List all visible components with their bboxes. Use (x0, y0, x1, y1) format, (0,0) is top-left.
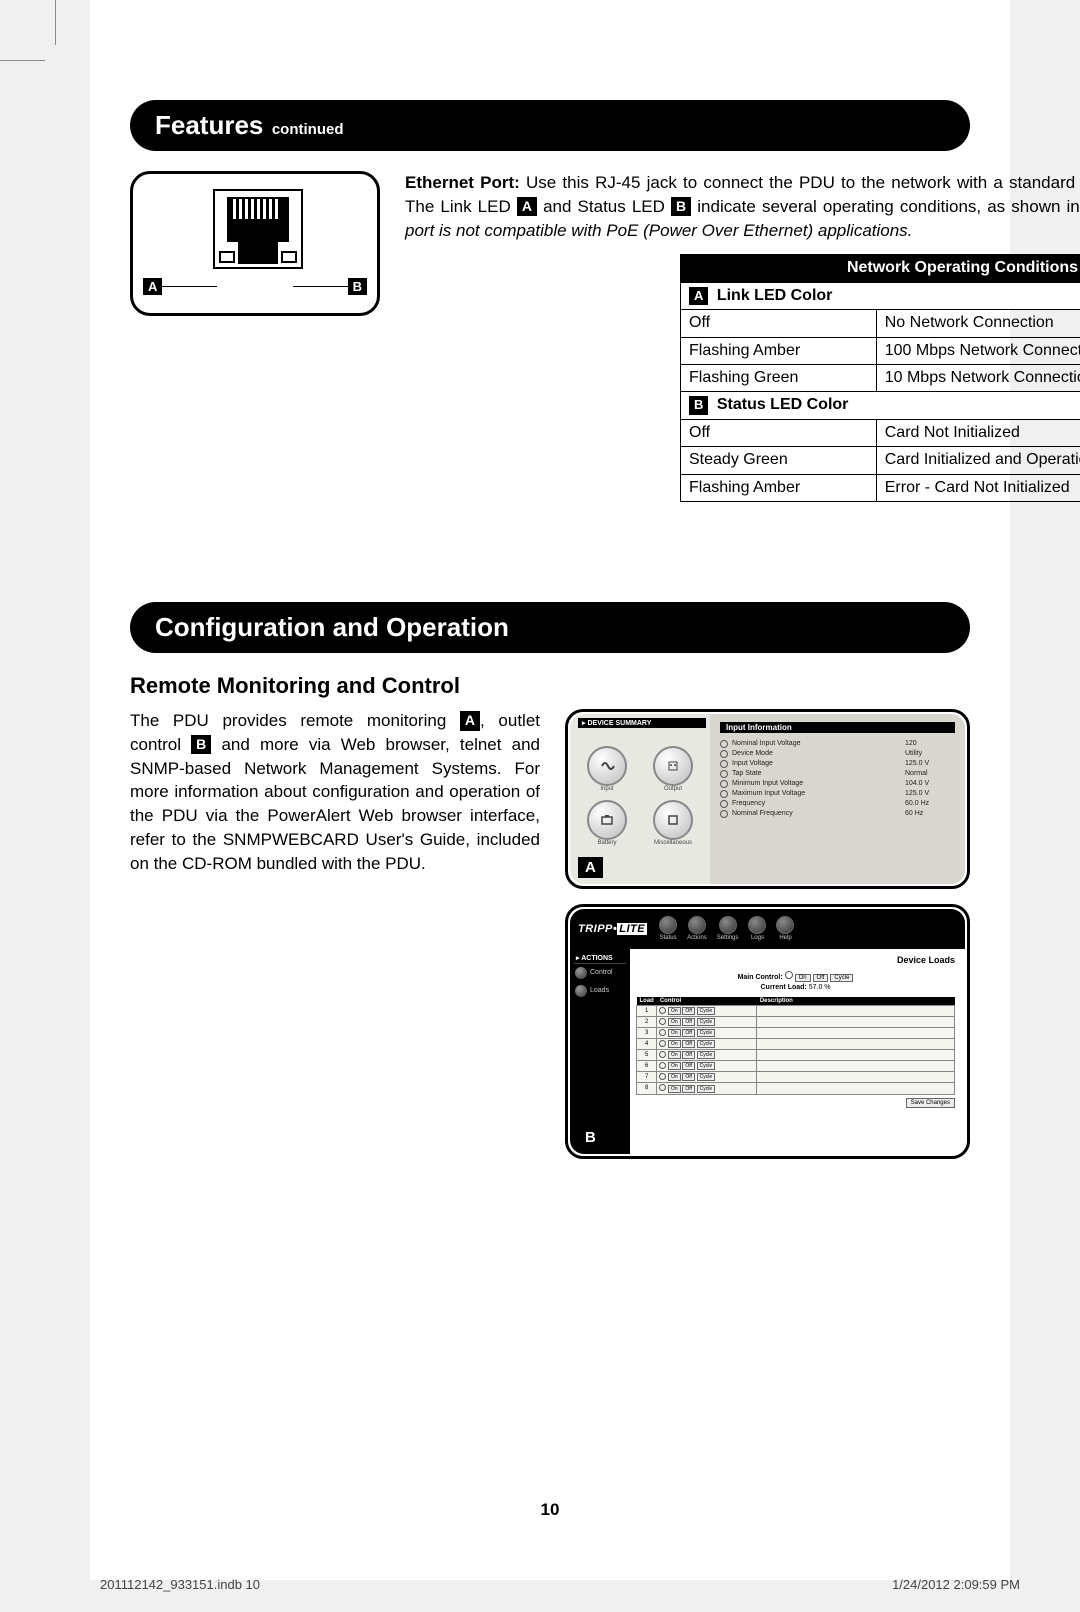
off-button[interactable]: Off (682, 1029, 695, 1037)
load-row: 5 On Off Cycle (637, 1050, 955, 1061)
info-row: Minimum Input Voltage104.0 V (720, 779, 955, 789)
badge-b-icon: B (191, 735, 211, 755)
cycle-button[interactable]: Cycle (697, 1051, 716, 1059)
nav-settings[interactable]: Settings (717, 916, 739, 941)
save-changes-button[interactable]: Save Changes (906, 1098, 955, 1108)
load-row: 4 On Off Cycle (637, 1039, 955, 1050)
table-row: Flashing Green10 Mbps Network Connection (681, 364, 1080, 391)
cycle-button[interactable]: Cycle (697, 1018, 716, 1026)
load-row: 1 On Off Cycle (637, 1005, 955, 1016)
on-button[interactable]: On (668, 1040, 681, 1048)
off-button[interactable]: Off (682, 1062, 695, 1070)
off-button[interactable]: Off (682, 1085, 695, 1093)
features-title: Features (155, 110, 263, 140)
nav-help[interactable]: Help (776, 916, 794, 941)
table-sub-link: A Link LED Color (681, 282, 1080, 309)
nav-actions[interactable]: Actions (687, 916, 707, 941)
screenshot-device-summary: ▸ DEVICE SUMMARY Input Output (565, 709, 970, 889)
off-button[interactable]: Off (682, 1018, 695, 1026)
misc-icon[interactable] (653, 800, 693, 840)
footer-left: 201112142_933151.indb 10 (100, 1577, 260, 1592)
cycle-button[interactable]: Cycle (697, 1085, 716, 1093)
port-label-a: A (143, 278, 162, 295)
on-button[interactable]: On (668, 1029, 681, 1037)
cycle-button[interactable]: Cycle (697, 1073, 716, 1081)
table-row: Flashing Amber100 Mbps Network Connectio… (681, 337, 1080, 364)
badge-a-icon: A (517, 197, 537, 217)
features-header: Features continued (130, 100, 970, 151)
badge-b-icon: B (671, 197, 691, 217)
config-header: Configuration and Operation (130, 602, 970, 653)
on-button[interactable]: On (795, 974, 811, 982)
off-button[interactable]: Off (682, 1007, 695, 1015)
on-button[interactable]: On (668, 1018, 681, 1026)
off-button[interactable]: Off (813, 974, 829, 982)
table-header: Network Operating Conditions (681, 255, 1080, 282)
on-button[interactable]: On (668, 1051, 681, 1059)
on-button[interactable]: On (668, 1007, 681, 1015)
screenshot-label-b: B (578, 1127, 603, 1148)
cycle-button[interactable]: Cycle (697, 1040, 716, 1048)
table-sub-status: B Status LED Color (681, 392, 1080, 419)
info-row: Tap StateNormal (720, 769, 955, 779)
info-row: Nominal Input Voltage120 (720, 739, 955, 749)
load-row: 2 On Off Cycle (637, 1016, 955, 1027)
device-summary-header: ▸ DEVICE SUMMARY (578, 718, 706, 728)
device-loads-title: Device Loads (636, 955, 955, 965)
load-row: 8 On Off Cycle (637, 1083, 955, 1094)
info-row: Maximum Input Voltage125.0 V (720, 789, 955, 799)
load-row: 3 On Off Cycle (637, 1028, 955, 1039)
ethernet-port-description: Ethernet Port: Use this RJ-45 jack to co… (405, 171, 1080, 502)
actions-sidebar-header: ▸ ACTIONS (574, 953, 626, 964)
info-row: Input Voltage125.0 V (720, 759, 955, 769)
output-icon[interactable] (653, 746, 693, 786)
cycle-button[interactable]: Cycle (697, 1007, 716, 1015)
on-button[interactable]: On (668, 1085, 681, 1093)
table-row: Steady GreenCard Initialized and Operati… (681, 447, 1080, 474)
screenshot-device-loads: TRIPP•LITE Status Actions Settings Logs Help… (565, 904, 970, 1159)
off-button[interactable]: Off (682, 1073, 695, 1081)
input-info-header: Input Information (720, 722, 955, 733)
ethernet-port-diagram: A B (130, 171, 380, 316)
subsection-title: Remote Monitoring and Control (130, 673, 970, 699)
info-row: Nominal Frequency60 Hz (720, 809, 955, 819)
page-number: 10 (90, 1500, 1010, 1520)
network-conditions-table: Network Operating Conditions A Link LED … (680, 254, 1080, 502)
port-label-b: B (348, 278, 367, 295)
loads-table: Load Control Description 1 On Off Cycle2… (636, 997, 955, 1095)
battery-icon[interactable] (587, 800, 627, 840)
main-control-row: Main Control: On Off Cycle (636, 971, 955, 982)
table-row: OffCard Not Initialized (681, 419, 1080, 446)
features-subtitle: continued (272, 121, 344, 138)
sidebar-item-loads[interactable]: Loads (574, 982, 626, 1000)
cycle-button[interactable]: Cycle (830, 974, 853, 982)
config-description: The PDU provides remote monitoring A, ou… (130, 709, 540, 1159)
info-row: Device ModeUtility (720, 749, 955, 759)
on-button[interactable]: On (668, 1062, 681, 1070)
current-load-row: Current Load: 57.0 % (636, 984, 955, 991)
footer-right: 1/24/2012 2:09:59 PM (892, 1577, 1020, 1592)
load-row: 7 On Off Cycle (637, 1072, 955, 1083)
off-button[interactable]: Off (682, 1040, 695, 1048)
info-row: Frequency60.0 Hz (720, 799, 955, 809)
badge-a-icon: A (460, 711, 480, 731)
table-row: Flashing AmberError - Card Not Initializ… (681, 474, 1080, 501)
cycle-button[interactable]: Cycle (697, 1029, 716, 1037)
table-row: OffNo Network Connection (681, 310, 1080, 337)
cycle-button[interactable]: Cycle (697, 1062, 716, 1070)
off-button[interactable]: Off (682, 1051, 695, 1059)
nav-logs[interactable]: Logs (748, 916, 766, 941)
on-button[interactable]: On (668, 1073, 681, 1081)
nav-status[interactable]: Status (659, 916, 677, 941)
sidebar-item-control[interactable]: Control (574, 964, 626, 982)
screenshot-label-a: A (578, 857, 603, 878)
input-icon[interactable] (587, 746, 627, 786)
brand-logo: TRIPP•LITE (578, 923, 647, 935)
load-row: 6 On Off Cycle (637, 1061, 955, 1072)
